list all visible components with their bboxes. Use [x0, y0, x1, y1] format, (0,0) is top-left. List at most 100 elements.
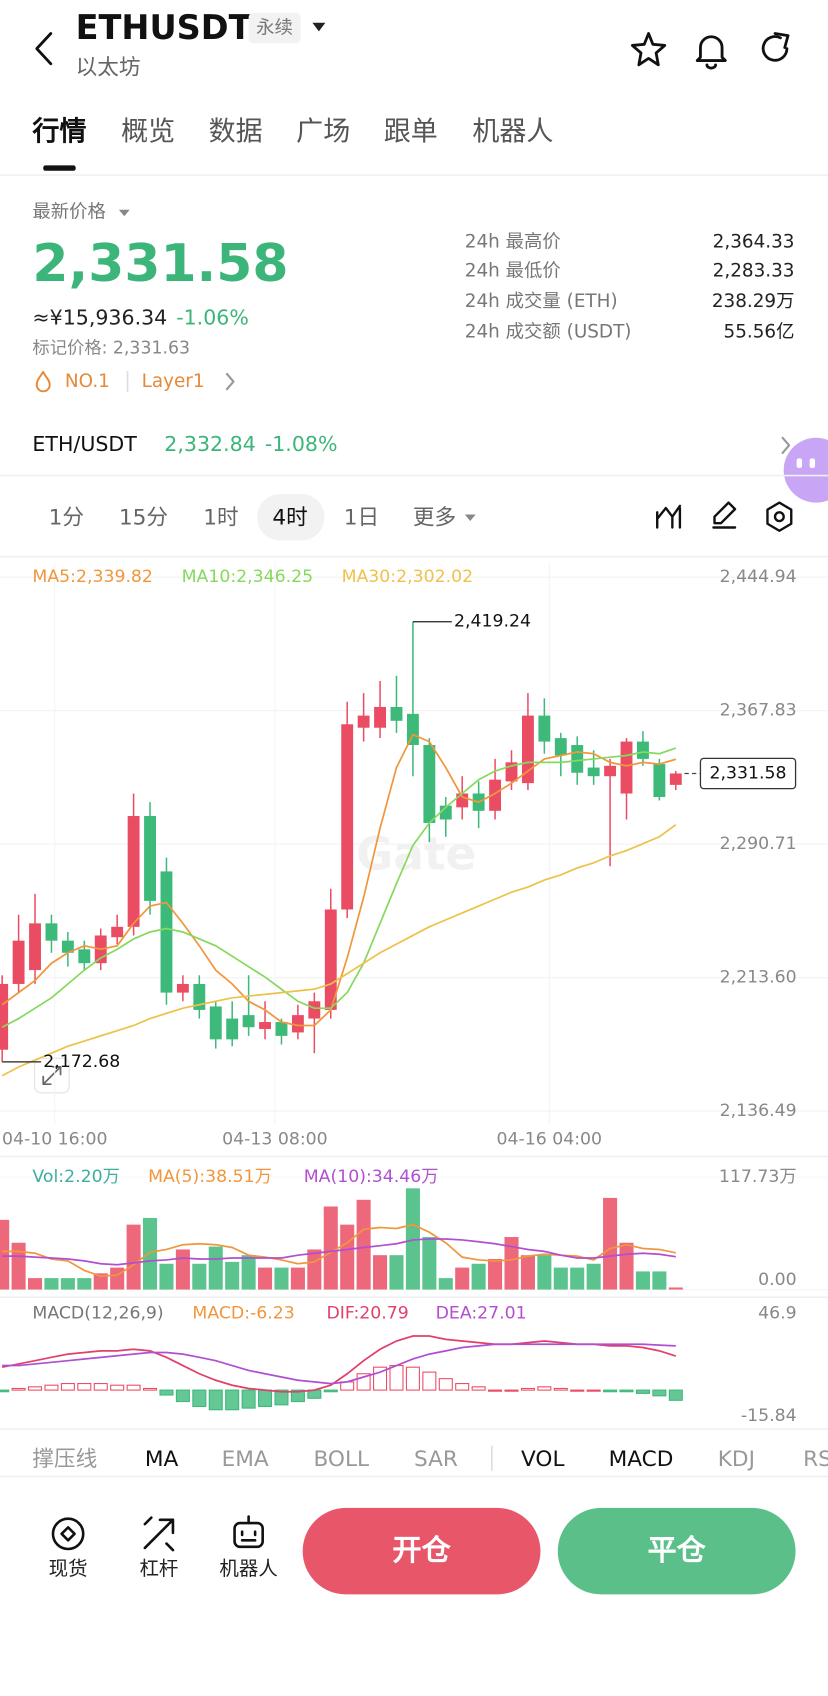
- volume-bar: [27, 1278, 43, 1290]
- dropdown-icon[interactable]: [464, 514, 476, 522]
- spot-price: 2,332.84: [164, 432, 256, 457]
- candle-body: [571, 745, 584, 773]
- candle-body: [390, 706, 403, 721]
- indicator[interactable]: MA: [144, 1445, 179, 1472]
- candle-body: [0, 983, 9, 1050]
- chevron-icon[interactable]: [781, 436, 791, 454]
- indicator[interactable]: MACD: [608, 1445, 674, 1472]
- y-tick-label: -15.84: [741, 1406, 797, 1426]
- back-icon[interactable]: [35, 32, 53, 66]
- tab[interactable]: 跟单: [383, 115, 438, 148]
- candle-body: [12, 940, 25, 984]
- volume-bar: [77, 1278, 92, 1290]
- sector-tag[interactable]: Layer1: [141, 370, 205, 393]
- spot-pair[interactable]: ETH/USDT: [32, 432, 137, 457]
- x-tick-label: 04-10 16:00: [2, 1129, 108, 1149]
- volume-bar: [373, 1255, 388, 1290]
- interval[interactable]: 1时: [203, 503, 239, 530]
- volume-bar: [241, 1255, 256, 1290]
- bell-icon[interactable]: [695, 35, 727, 70]
- price-change: -1.06%: [176, 305, 249, 330]
- macd-bar: [77, 1383, 92, 1391]
- bubble-eye: [809, 458, 816, 469]
- bubble-eye: [796, 458, 803, 469]
- volume-bar: [340, 1224, 355, 1290]
- macd-bar: [323, 1389, 338, 1393]
- x-tick-label: 04-16 04:00: [497, 1129, 603, 1149]
- star-icon[interactable]: [630, 32, 667, 67]
- spot-icon[interactable]: [60, 1526, 76, 1542]
- candle-body: [111, 926, 124, 938]
- nav-label[interactable]: 现货: [48, 1557, 88, 1581]
- ma-line: [1, 747, 677, 1028]
- close-button-bg[interactable]: [557, 1507, 796, 1595]
- indicator[interactable]: RSI: [803, 1445, 828, 1472]
- price-label[interactable]: 最新价格: [32, 201, 106, 223]
- stat-label: 24h 成交额 (USDT): [464, 321, 632, 343]
- volume-bar: [603, 1197, 618, 1290]
- indicator[interactable]: 撑压线: [32, 1445, 98, 1472]
- macd-line: [2, 1343, 676, 1385]
- open-button[interactable]: 开仓: [392, 1533, 451, 1568]
- share-icon[interactable]: [761, 32, 790, 62]
- macd-line: [1, 1335, 677, 1393]
- legend-entry: MACD:-6.23: [192, 1303, 294, 1323]
- expand-icon[interactable]: [42, 1066, 62, 1086]
- nav-label[interactable]: 机器人: [219, 1557, 278, 1581]
- y-tick-label: 2,290.71: [720, 834, 797, 854]
- volume-bar: [455, 1267, 470, 1290]
- close-button[interactable]: 平仓: [647, 1533, 706, 1568]
- macd-bar: [208, 1389, 223, 1411]
- candle-body: [538, 715, 551, 742]
- volume-bar: [290, 1267, 305, 1290]
- tab[interactable]: 行情: [32, 115, 87, 148]
- macd-bar: [143, 1387, 158, 1391]
- spot-icon[interactable]: [51, 1517, 85, 1551]
- macd-bar: [290, 1389, 305, 1403]
- interval-highlight: [257, 493, 325, 541]
- volume-bar: [192, 1263, 207, 1290]
- candle-body: [291, 1015, 304, 1033]
- assistant-bubble[interactable]: [783, 437, 828, 503]
- candle-body: [653, 764, 666, 797]
- dropdown-icon[interactable]: [118, 209, 130, 217]
- indicator[interactable]: KDJ: [717, 1445, 755, 1472]
- interval[interactable]: 1日: [343, 503, 380, 530]
- last-price: 2,331.58: [32, 233, 289, 295]
- margin-icon[interactable]: [143, 1516, 175, 1552]
- tab[interactable]: 机器人: [472, 115, 554, 148]
- candle-body: [61, 940, 74, 953]
- chevron-icon[interactable]: [225, 372, 235, 391]
- volume-bar: [323, 1206, 338, 1290]
- indicator[interactable]: VOL: [521, 1445, 565, 1472]
- interval[interactable]: 更多: [412, 503, 457, 530]
- dropdown-icon[interactable]: [312, 22, 326, 32]
- settings-icon[interactable]: [773, 511, 785, 523]
- tab[interactable]: 概览: [121, 115, 176, 148]
- nav-label[interactable]: 杠杆: [139, 1557, 179, 1581]
- stat-label: 24h 成交量 (ETH): [464, 290, 618, 313]
- indicator[interactable]: BOLL: [313, 1445, 370, 1472]
- interval[interactable]: 1分: [48, 503, 85, 530]
- open-button-bg[interactable]: [302, 1507, 541, 1595]
- indicator[interactable]: SAR: [414, 1445, 458, 1472]
- candle-body: [604, 765, 617, 777]
- legend-entry: DEA:27.01: [436, 1303, 527, 1323]
- indicator-icon[interactable]: [656, 504, 682, 529]
- macd-bar: [159, 1389, 174, 1396]
- interval[interactable]: 15分: [118, 503, 169, 530]
- macd-bar: [11, 1387, 26, 1391]
- settings-icon[interactable]: [766, 501, 793, 532]
- mark-price: 标记价格: 2,331.63: [32, 337, 190, 358]
- indicator[interactable]: EMA: [221, 1445, 269, 1472]
- candle-body: [45, 923, 58, 941]
- tab[interactable]: 广场: [296, 115, 351, 148]
- tab[interactable]: 数据: [208, 115, 263, 148]
- interval[interactable]: 4时: [272, 503, 308, 530]
- rank-tag[interactable]: NO.1: [64, 370, 110, 393]
- macd-bar: [537, 1386, 552, 1391]
- draw-icon[interactable]: [712, 501, 737, 529]
- volume-bar: [422, 1237, 437, 1290]
- bot-icon[interactable]: [240, 1515, 257, 1542]
